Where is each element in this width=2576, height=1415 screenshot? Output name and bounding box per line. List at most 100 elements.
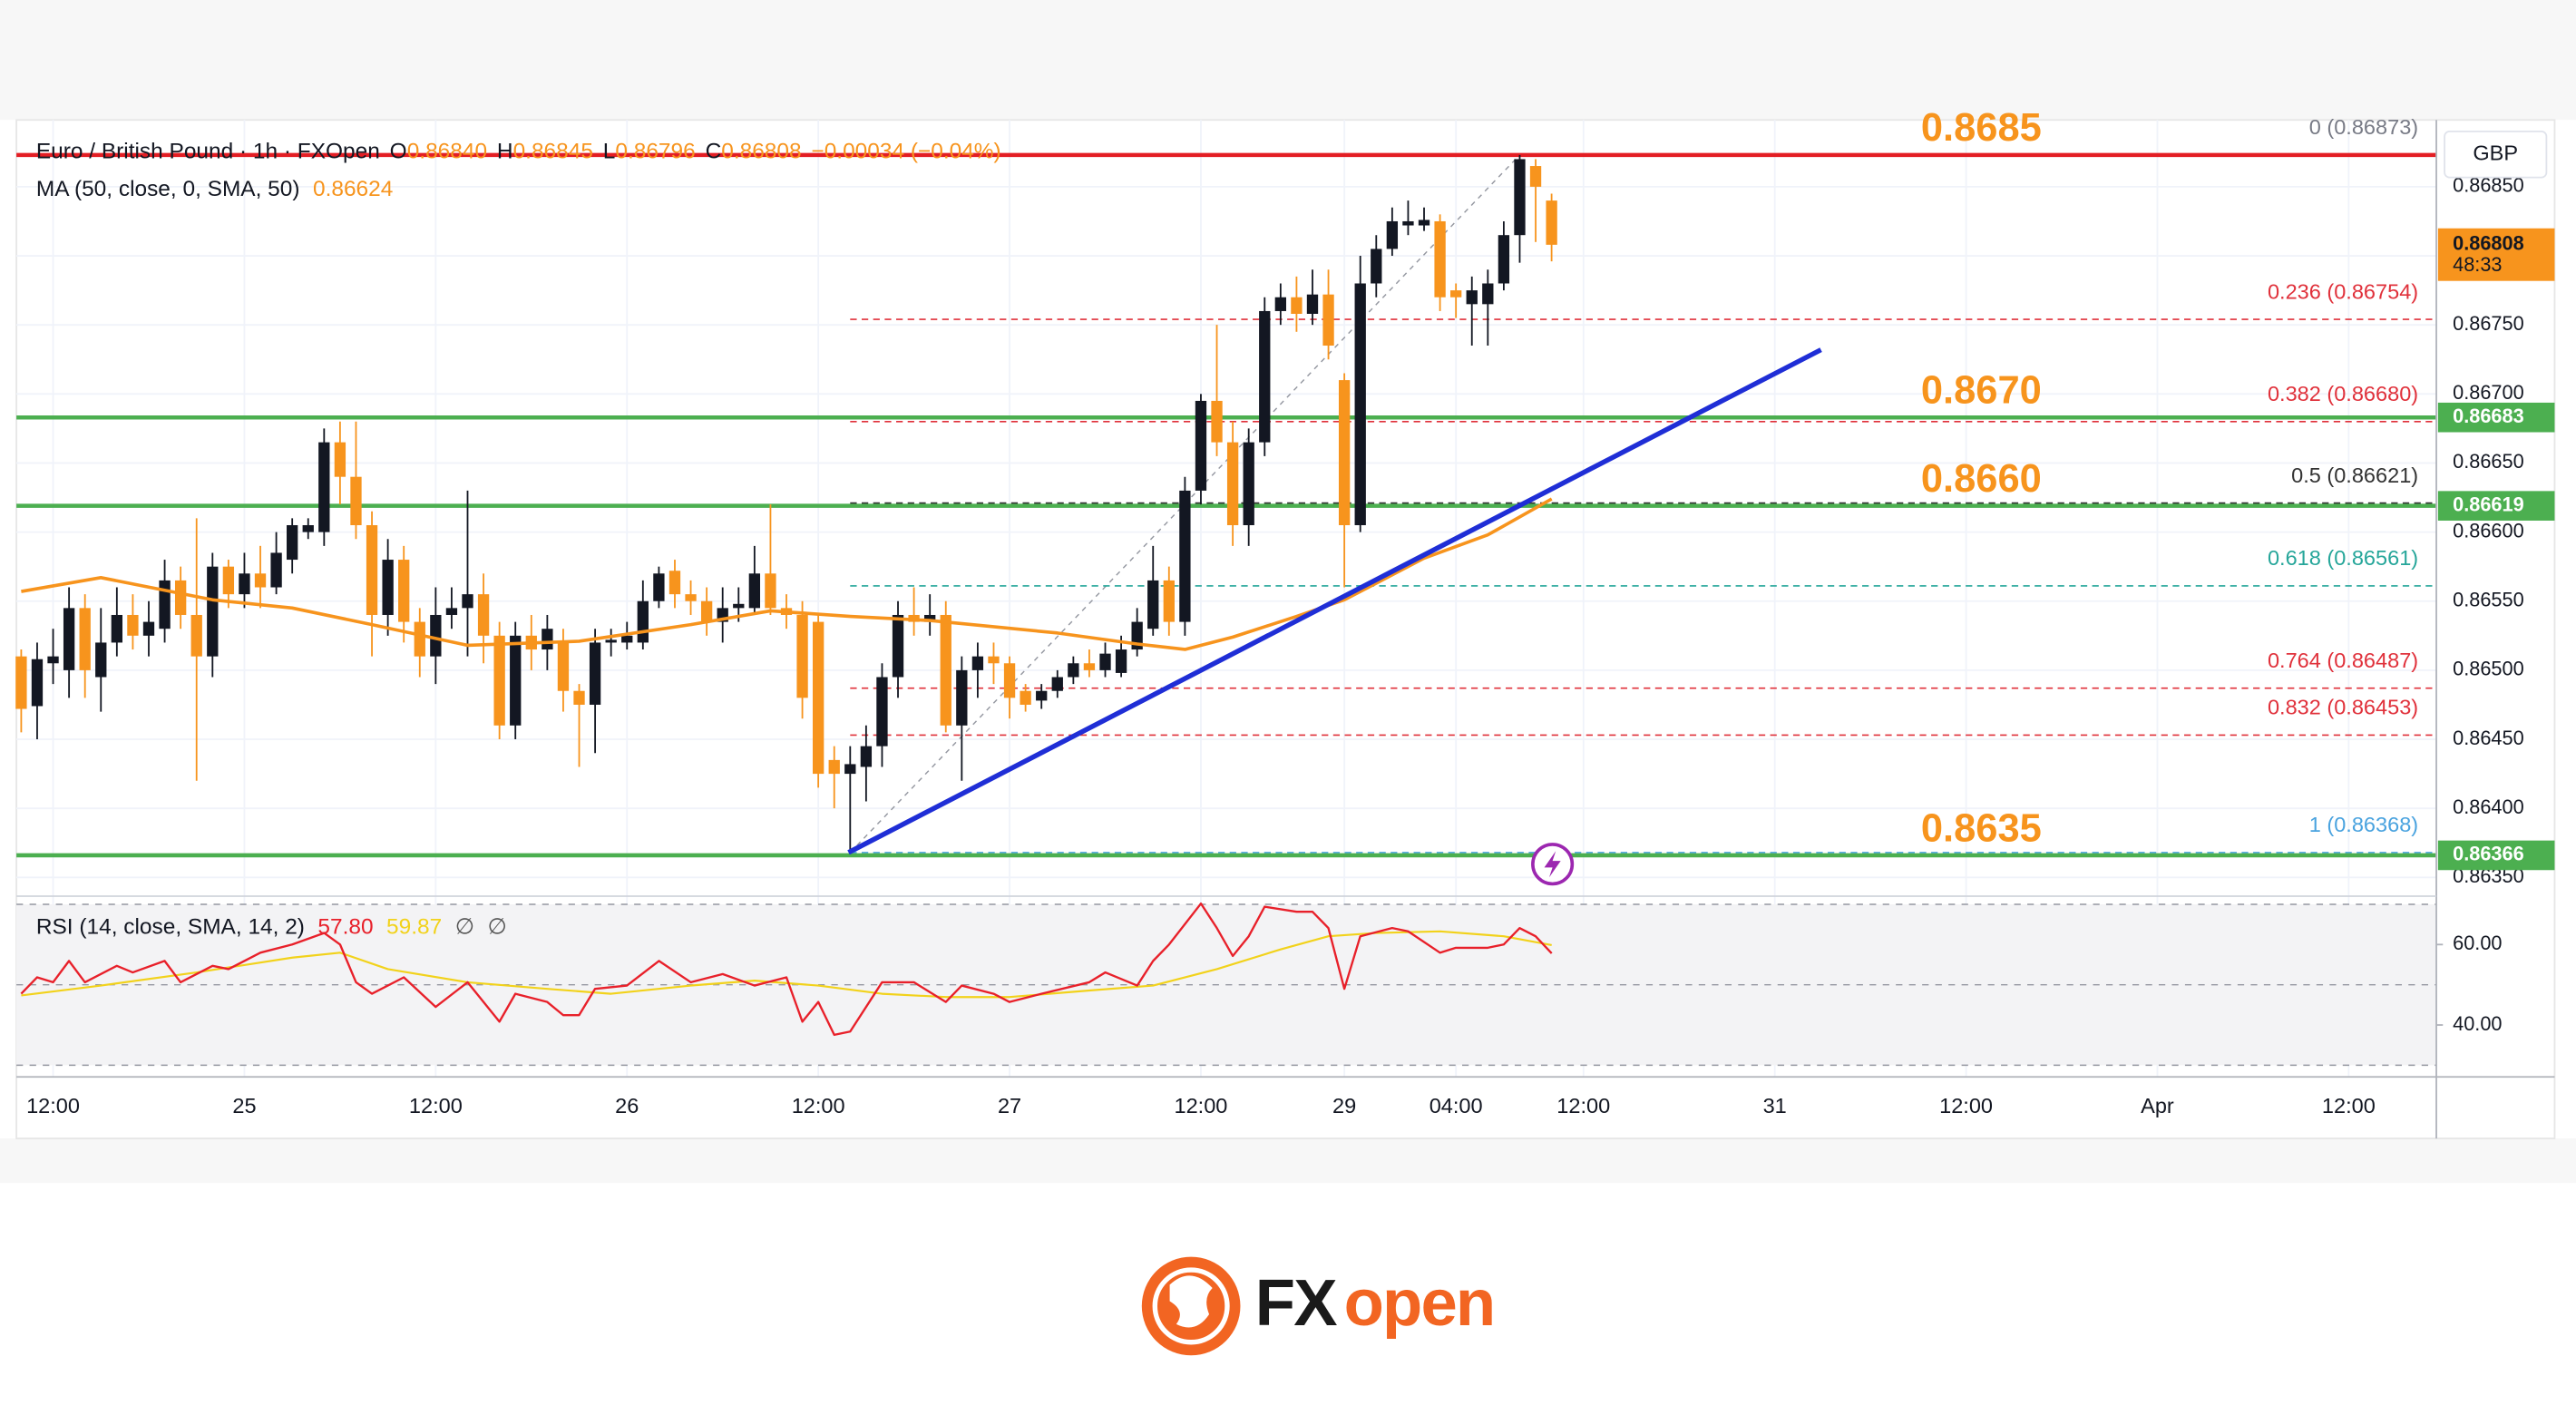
level-axis-label: 0.86619 bbox=[2453, 493, 2524, 515]
candle-body bbox=[1003, 663, 1016, 698]
rsi-legend: RSI (14, close, SMA, 14, 2) 57.80 59.87 ∅ ∅ bbox=[36, 915, 507, 940]
candle-body bbox=[302, 524, 314, 532]
rsi-legend-title: RSI (14, close, SMA, 14, 2) bbox=[36, 915, 305, 940]
candle-body bbox=[844, 764, 856, 775]
ma-legend-title: MA (50, close, 0, SMA, 50) bbox=[36, 178, 300, 202]
x-tick-label: 04:00 bbox=[1429, 1094, 1483, 1117]
candle-body bbox=[605, 639, 617, 643]
x-tick-label: 26 bbox=[615, 1094, 639, 1117]
level-axis-box bbox=[2437, 402, 2555, 433]
x-tick-label: 12:00 bbox=[1939, 1094, 1993, 1117]
candle-body bbox=[1482, 283, 1494, 305]
logo-open: open bbox=[1344, 1266, 1495, 1340]
candle-body bbox=[637, 600, 649, 643]
candle-body bbox=[1274, 297, 1286, 311]
fib-label: 0.5 (0.86621) bbox=[2291, 464, 2418, 487]
candle-body bbox=[398, 560, 410, 622]
ma-legend-value: 0.86624 bbox=[313, 178, 393, 202]
plot-layer: 12:00 25 12:00 26 12:00 27 12:00 29 04:00 12:00 31… bbox=[15, 106, 2555, 1117]
y-tick-label: 0.86550 bbox=[2453, 588, 2524, 610]
level-axis-box bbox=[2437, 840, 2555, 871]
fib-label: 0.382 (0.86680) bbox=[2268, 382, 2418, 405]
candle-body bbox=[1371, 249, 1382, 284]
candle-body bbox=[462, 594, 473, 609]
candle-body bbox=[445, 608, 458, 615]
y-tick-label: 0.86700 bbox=[2453, 381, 2524, 404]
candle-body bbox=[557, 642, 570, 691]
candle-body bbox=[190, 614, 202, 657]
rsi-legend-value: 57.80 bbox=[317, 915, 373, 940]
ma-legend: MA (50, close, 0, SMA, 50) 0.86624 bbox=[36, 178, 393, 202]
candle-body bbox=[621, 635, 633, 643]
candle-body bbox=[174, 580, 187, 615]
candle-body bbox=[1338, 380, 1351, 525]
candle-body bbox=[1147, 580, 1159, 629]
candle-body bbox=[812, 621, 825, 775]
candle-body bbox=[924, 614, 936, 622]
candle-body bbox=[142, 621, 155, 636]
candle-body bbox=[1020, 690, 1031, 705]
candle-body bbox=[63, 608, 75, 670]
x-tick-label: 12:00 bbox=[409, 1094, 463, 1117]
candle-body bbox=[653, 573, 665, 601]
candle-body bbox=[542, 629, 553, 650]
candle-body bbox=[748, 573, 761, 609]
l-label: L bbox=[603, 140, 616, 164]
x-tick-label: 27 bbox=[998, 1094, 1021, 1117]
currency-box[interactable] bbox=[2444, 130, 2548, 179]
candle-body bbox=[1211, 400, 1223, 443]
candle-body bbox=[685, 594, 697, 601]
candle-body bbox=[31, 659, 44, 707]
candle-body bbox=[1354, 283, 1366, 525]
change: −0.00034 (−0.04%) bbox=[811, 140, 1000, 164]
currency[interactable]: GBP bbox=[2473, 141, 2518, 164]
candle-body bbox=[668, 571, 681, 595]
candle-body bbox=[159, 580, 171, 629]
candle-body bbox=[207, 566, 219, 657]
candle-body bbox=[270, 552, 282, 588]
logo-lion bbox=[1169, 1275, 1213, 1328]
h-value: 0.86845 bbox=[513, 140, 593, 164]
logo-fx: FX bbox=[1255, 1266, 1337, 1340]
candle-body bbox=[1291, 297, 1303, 314]
candle-body bbox=[1466, 290, 1478, 305]
candle-body bbox=[1226, 442, 1239, 525]
x-tick-label: 12:00 bbox=[1175, 1094, 1228, 1117]
candle-body bbox=[239, 573, 250, 595]
y-tick-label: 0.86500 bbox=[2453, 658, 2524, 680]
candle-body bbox=[1179, 490, 1191, 622]
candle-body bbox=[111, 614, 123, 643]
candle-body bbox=[700, 600, 713, 622]
level-label: 0.8670 bbox=[1921, 369, 2042, 413]
x-tick-label: 25 bbox=[232, 1094, 256, 1117]
candle-body bbox=[1498, 235, 1510, 284]
candle-body bbox=[1068, 663, 1079, 678]
candle-body bbox=[477, 594, 490, 636]
candle-body bbox=[1450, 290, 1462, 298]
candle-body bbox=[1036, 690, 1048, 701]
candle-body bbox=[95, 642, 107, 678]
fib-label: 0.236 (0.86754) bbox=[2268, 279, 2418, 303]
fib-label: 1 (0.86368) bbox=[2309, 813, 2418, 836]
fib-label: 0 (0.86873) bbox=[2309, 115, 2418, 139]
candle-body bbox=[334, 442, 346, 477]
l-value: 0.86796 bbox=[615, 140, 695, 164]
fib-label: 0.764 (0.86487) bbox=[2268, 649, 2418, 672]
candle-body bbox=[956, 669, 968, 726]
candle-body bbox=[1163, 580, 1175, 622]
y-tick-label: 0.86650 bbox=[2453, 450, 2524, 473]
event-bolt bbox=[1544, 851, 1561, 878]
chart-header: Euro / British Pound · 1h · FXOpen O0.868… bbox=[36, 140, 1001, 164]
candle-body bbox=[366, 524, 378, 615]
candle-body bbox=[510, 635, 522, 726]
candle-body bbox=[1243, 442, 1254, 525]
y-tick-label: 0.86400 bbox=[2453, 795, 2524, 818]
candle-body bbox=[1259, 310, 1271, 443]
logo: FX open bbox=[1141, 1256, 1496, 1356]
trend-line bbox=[847, 347, 1822, 855]
candle-body bbox=[892, 614, 904, 678]
candle-body bbox=[589, 642, 601, 705]
candle-body bbox=[1402, 220, 1414, 226]
candle-body bbox=[765, 573, 776, 609]
